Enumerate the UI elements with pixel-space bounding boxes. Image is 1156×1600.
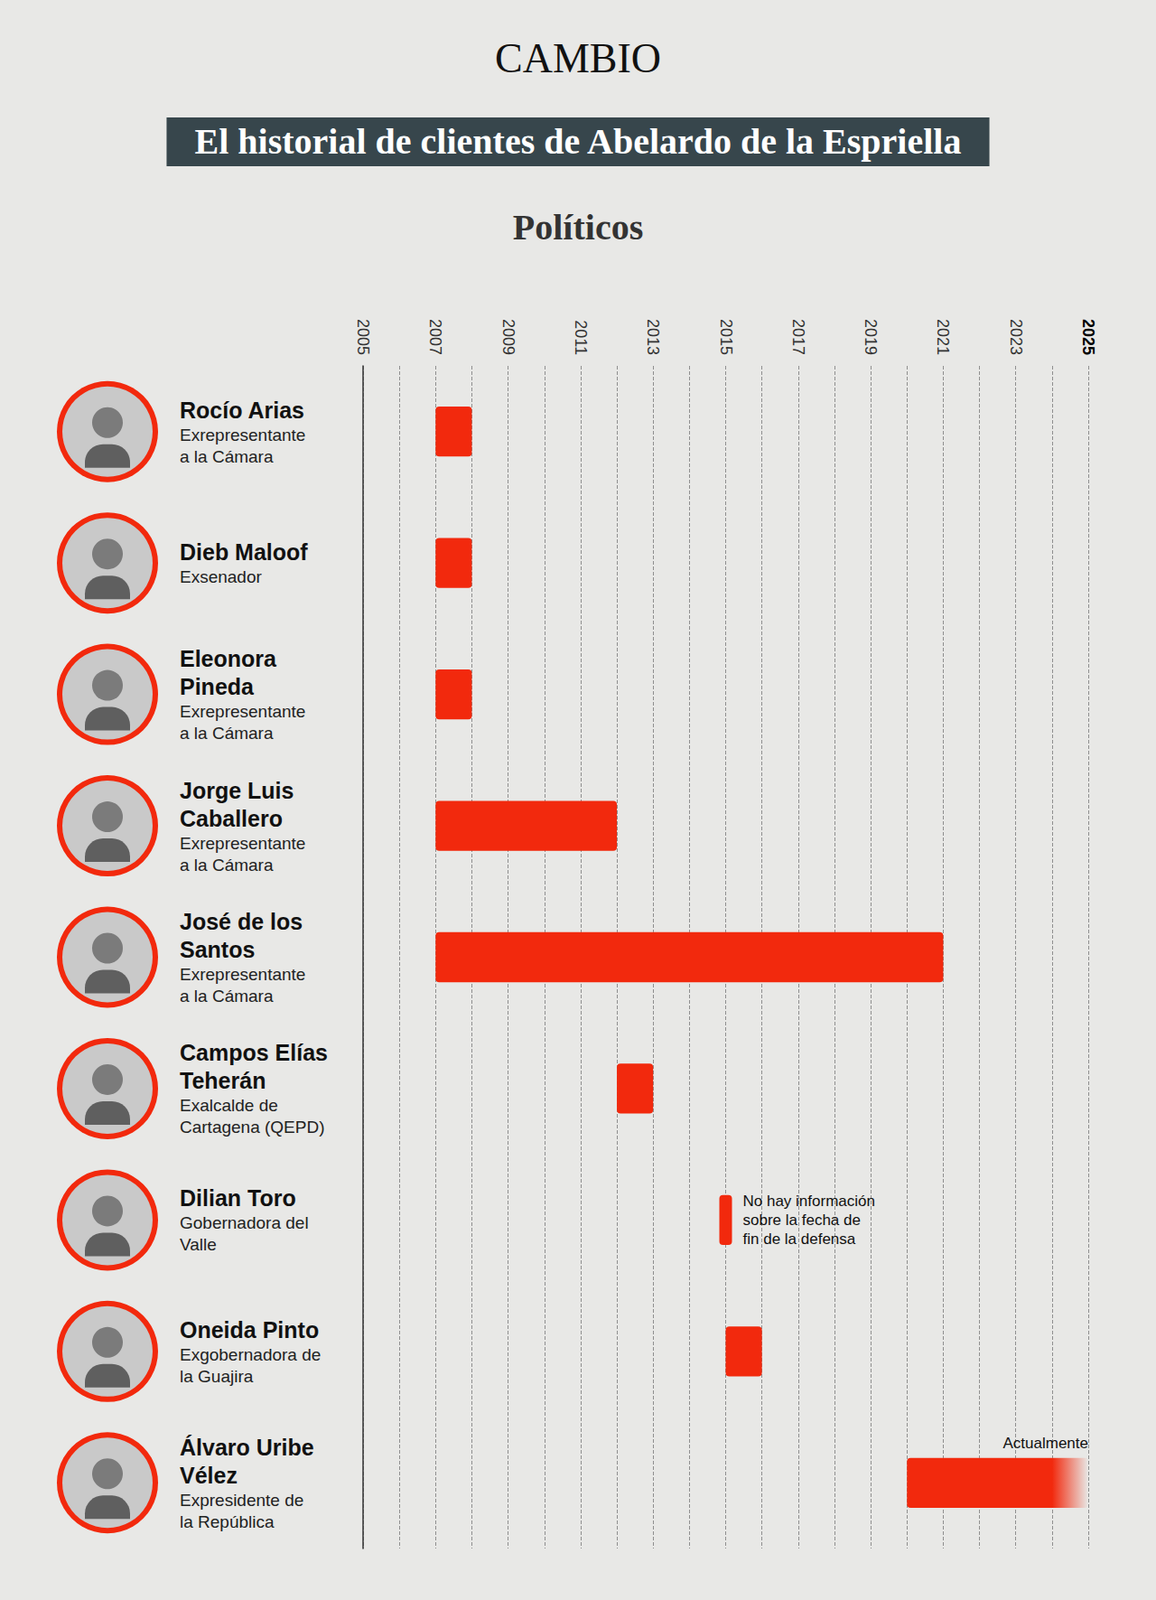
svg-text:Dilian Toro: Dilian Toro [179,1184,297,1211]
svg-text:2005: 2005 [354,318,373,355]
svg-text:Exrepresentante: Exrepresentante [179,833,306,853]
svg-text:a la Cámara: a la Cámara [179,855,274,875]
svg-text:la República: la República [179,1511,275,1531]
svg-text:la Guajira: la Guajira [179,1366,254,1386]
svg-text:Caballero: Caballero [179,805,283,831]
svg-text:Expresidente de: Expresidente de [179,1490,304,1510]
svg-text:José de los: José de los [179,908,303,934]
svg-text:Actualmente: Actualmente [1003,1434,1090,1452]
svg-text:Teherán: Teherán [179,1067,266,1093]
svg-text:Exrepresentante: Exrepresentante [179,701,306,721]
svg-text:Cartagena (QEPD): Cartagena (QEPD) [179,1117,326,1137]
svg-text:Exrepresentante: Exrepresentante [179,964,306,984]
svg-text:2017: 2017 [789,318,808,355]
svg-text:Oneida Pinto: Oneida Pinto [179,1316,319,1343]
svg-text:Campos Elías: Campos Elías [179,1039,328,1065]
svg-text:Jorge Luis: Jorge Luis [179,777,294,803]
svg-text:sobre la fecha de: sobre la fecha de [743,1211,861,1229]
svg-text:Santos: Santos [179,936,255,962]
svg-text:Rocío Arias: Rocío Arias [179,397,305,423]
svg-text:Exalcalde de: Exalcalde de [179,1095,279,1115]
svg-text:Exgobernadora de: Exgobernadora de [179,1344,321,1364]
svg-text:2025: 2025 [1079,318,1098,355]
svg-text:a la Cámara: a la Cámara [179,447,274,467]
svg-text:2013: 2013 [643,318,662,355]
svg-text:Valle: Valle [179,1234,217,1254]
svg-text:fin de la defensa: fin de la defensa [743,1230,857,1248]
svg-text:2019: 2019 [861,318,880,355]
svg-text:Dieb Maloof: Dieb Maloof [179,539,308,565]
svg-text:Pineda: Pineda [179,673,255,700]
svg-text:Exsenador: Exsenador [179,567,263,587]
svg-text:Gobernadora del: Gobernadora del [179,1212,309,1232]
svg-text:Políticos: Políticos [512,206,644,248]
svg-text:No hay información: No hay información [743,1192,876,1210]
svg-text:CAMBIO: CAMBIO [494,35,662,82]
svg-text:a la Cámara: a la Cámara [179,723,274,743]
svg-text:Álvaro Uribe: Álvaro Uribe [179,1434,315,1460]
svg-text:2023: 2023 [1006,318,1026,355]
svg-text:2009: 2009 [499,318,518,355]
svg-text:2007: 2007 [426,318,445,355]
svg-text:El historial de clientes de Ab: El historial de clientes de Abelardo de … [195,121,962,162]
svg-text:Eleonora: Eleonora [179,645,278,672]
svg-text:2015: 2015 [717,318,736,355]
svg-text:Exrepresentante: Exrepresentante [179,425,306,445]
svg-text:a la Cámara: a la Cámara [179,986,274,1006]
svg-text:2011: 2011 [571,319,590,355]
svg-text:Vélez: Vélez [179,1462,238,1488]
svg-text:2021: 2021 [933,318,952,355]
